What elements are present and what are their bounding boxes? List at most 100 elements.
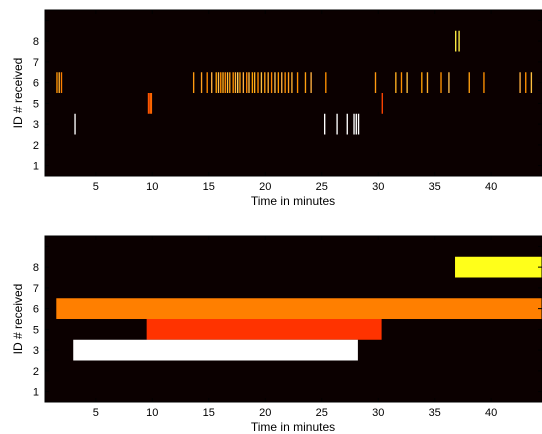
event-mark-id-6 (224, 72, 226, 93)
y-tick-label: 3 (33, 119, 39, 131)
x-tick-label: 25 (316, 407, 328, 419)
plot-background (45, 10, 542, 176)
event-mark-id-6 (242, 72, 245, 93)
x-tick-label: 15 (203, 407, 215, 419)
event-mark-id-5 (150, 93, 153, 114)
span-bar-id-8 (455, 256, 542, 278)
event-mark-id-6 (395, 72, 397, 93)
event-mark-id-3 (355, 113, 357, 135)
x-tick-label: 15 (203, 181, 215, 193)
event-mark-id-3 (74, 113, 76, 135)
event-mark-id-6 (400, 72, 403, 93)
x-axis-label: Time in minutes (251, 420, 335, 434)
event-mark-id-6 (251, 72, 254, 93)
event-mark-id-3 (346, 113, 348, 135)
event-mark-id-6 (58, 72, 60, 93)
event-mark-id-6 (296, 72, 299, 93)
event-mark-id-6 (426, 72, 429, 93)
x-tick-label: 35 (429, 407, 441, 419)
event-mark-id-6 (267, 72, 269, 93)
y-tick-label: 5 (33, 324, 39, 336)
event-mark-id-6 (281, 72, 283, 93)
event-mark-id-3 (336, 113, 338, 135)
event-mark-id-5 (381, 93, 383, 114)
event-mark-id-3 (323, 113, 326, 135)
event-mark-id-3 (353, 113, 355, 135)
event-mark-id-6 (440, 72, 442, 93)
event-mark-id-5 (147, 93, 150, 114)
x-tick-label: 30 (372, 407, 384, 419)
event-mark-id-6 (248, 72, 250, 93)
event-mark-id-6 (239, 72, 241, 93)
plot-frame (44, 235, 542, 403)
y-axis-label: ID # received (11, 284, 25, 355)
x-tick-label: 10 (146, 181, 158, 193)
x-tick-label: 10 (146, 407, 158, 419)
event-mark-id-6 (220, 72, 222, 93)
event-mark-id-6 (304, 72, 307, 93)
event-mark-id-6 (206, 72, 208, 93)
event-mark-id-6 (310, 72, 312, 93)
y-tick-label: 7 (33, 57, 39, 69)
event-mark-id-6 (525, 72, 527, 93)
event-mark-id-6 (270, 72, 273, 93)
y-tick-label: 3 (33, 345, 39, 357)
x-tick-label: 20 (259, 181, 271, 193)
event-mark-id-6 (274, 72, 276, 93)
event-mark-id-6 (257, 72, 259, 93)
event-mark-id-6 (192, 72, 195, 93)
x-tick-label: 40 (485, 407, 497, 419)
y-tick-label: 5 (33, 98, 39, 110)
event-mark-id-6 (448, 72, 450, 93)
plot-frame (44, 9, 542, 177)
event-mark-id-6 (232, 72, 234, 93)
y-tick-label: 2 (33, 140, 39, 152)
x-tick-label: 5 (93, 181, 99, 193)
y-tick-label: 6 (33, 78, 39, 90)
y-tick-label: 1 (33, 387, 39, 399)
event-mark-id-6 (530, 72, 533, 93)
event-mark-id-6 (234, 72, 237, 93)
event-mark-id-6 (406, 72, 408, 93)
event-mark-id-6 (291, 72, 293, 93)
event-mark-id-6 (253, 72, 256, 93)
event-mark-id-6 (215, 72, 217, 93)
event-mark-id-8 (458, 30, 460, 52)
event-mark-id-8 (455, 30, 457, 52)
span-bar-id-3 (73, 339, 358, 361)
event-mark-id-6 (284, 72, 286, 93)
x-tick-label: 35 (429, 181, 441, 193)
event-mark-id-6 (287, 72, 290, 93)
y-tick-label: 8 (33, 262, 39, 274)
event-mark-id-6 (468, 72, 470, 93)
event-mark-id-6 (56, 72, 58, 93)
event-mark-id-3 (357, 113, 360, 135)
y-tick-label: 7 (33, 283, 39, 295)
x-axis-label: Time in minutes (251, 194, 335, 208)
event-mark-id-6 (421, 72, 423, 93)
y-tick-label: 2 (33, 366, 39, 378)
event-mark-id-6 (374, 72, 377, 93)
event-mark-id-6 (483, 72, 485, 93)
event-mark-id-6 (237, 72, 239, 93)
y-tick-label: 1 (33, 161, 39, 173)
y-tick-label: 8 (33, 36, 39, 48)
event-mark-id-6 (60, 72, 63, 93)
event-mark-id-6 (260, 72, 263, 93)
event-mark-id-6 (200, 72, 203, 93)
event-mark-id-6 (217, 72, 220, 93)
y-axis-label: ID # received (11, 58, 25, 129)
event-mark-id-6 (277, 72, 280, 93)
x-tick-label: 20 (259, 407, 271, 419)
x-tick-label: 5 (93, 407, 99, 419)
x-tick-label: 25 (316, 181, 328, 193)
event-mark-id-6 (222, 72, 224, 93)
x-tick-label: 40 (485, 181, 497, 193)
event-mark-id-6 (211, 72, 213, 93)
span-bar-id-5 (146, 319, 382, 340)
x-tick-label: 30 (372, 181, 384, 193)
event-mark-id-6 (226, 72, 229, 93)
